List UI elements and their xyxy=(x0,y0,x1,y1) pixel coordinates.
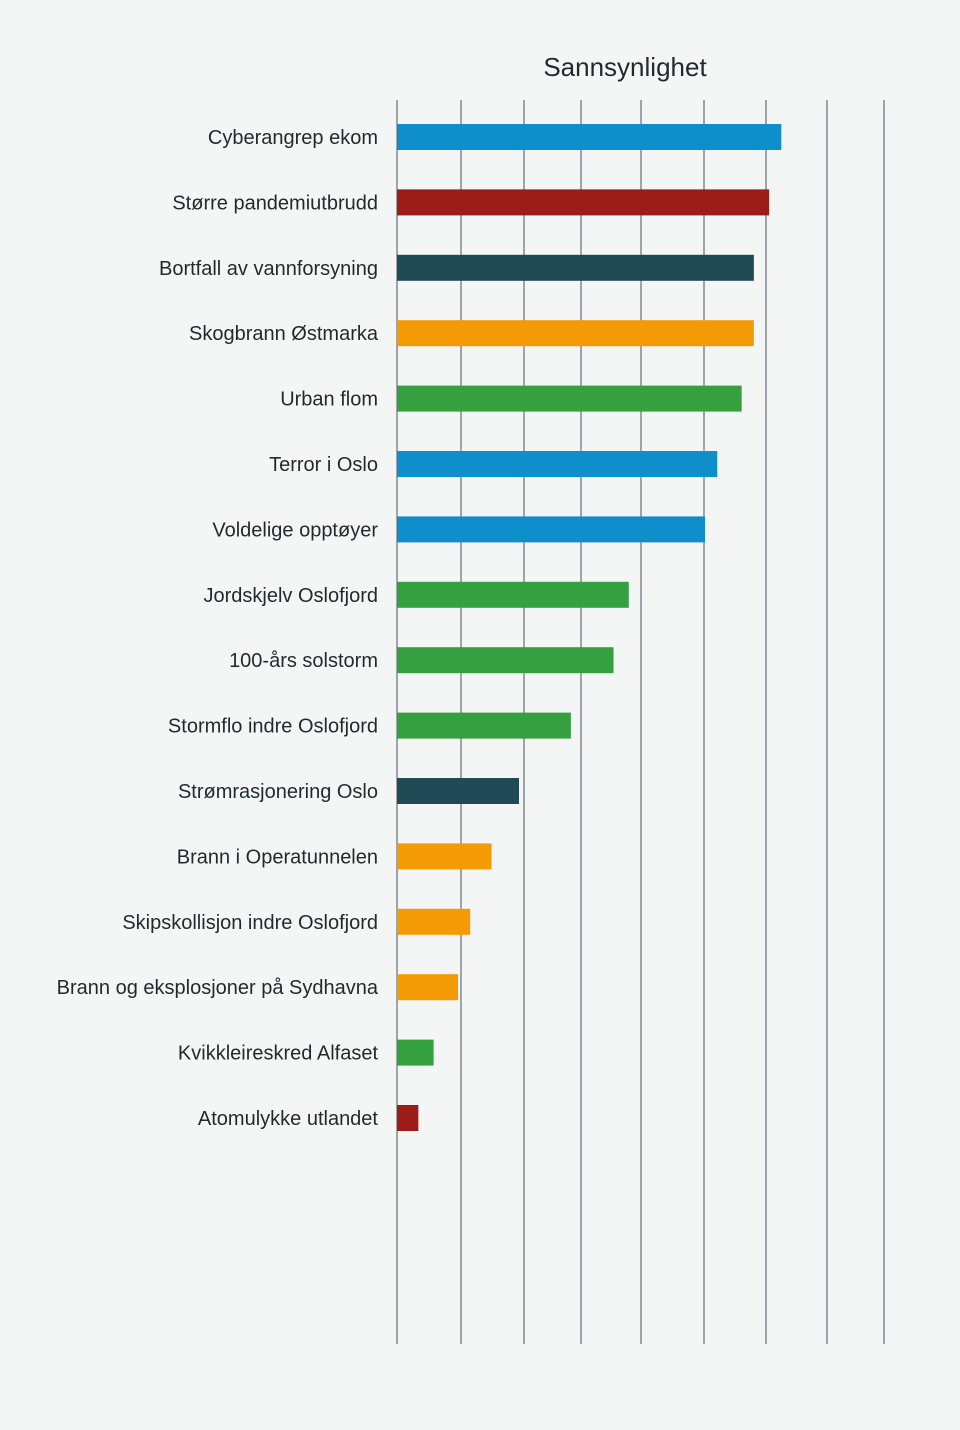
bar-15 xyxy=(397,1105,419,1131)
category-label-12: Skipskollisjon indre Oslofjord xyxy=(122,912,378,934)
bar-4 xyxy=(397,385,742,412)
category-label-9: Stormflo indre Oslofjord xyxy=(168,716,378,738)
bar-3 xyxy=(397,320,754,347)
category-label-2: Bortfall av vannforsyning xyxy=(159,258,378,280)
bar-10 xyxy=(397,778,519,804)
bar-11 xyxy=(397,843,492,870)
category-label-0: Cyberangrep ekom xyxy=(208,127,378,149)
category-label-15: Atomulykke utlandet xyxy=(198,1108,379,1130)
category-labels: Cyberangrep ekom Større pandemiutbrudd Bor… xyxy=(57,127,379,1130)
category-label-14: Kvikkleireskred Alfaset xyxy=(178,1043,379,1065)
category-label-4: Urban flom xyxy=(280,389,378,411)
category-label-10: Strømrasjonering Oslo xyxy=(178,781,378,803)
chart-title: Sannsynlighet xyxy=(543,52,707,82)
bar-1 xyxy=(397,189,770,216)
bar-0 xyxy=(397,124,782,150)
bar-8 xyxy=(397,647,614,674)
grid-lines xyxy=(396,100,885,1344)
bar-5 xyxy=(397,451,718,477)
bar-6 xyxy=(397,516,706,543)
bar-9 xyxy=(397,712,571,739)
category-label-3: Skogbrann Østmarka xyxy=(189,323,379,345)
bar-13 xyxy=(397,974,458,1001)
category-label-1: Større pandemiutbrudd xyxy=(172,192,378,214)
category-label-11: Brann i Operatunnelen xyxy=(177,846,378,868)
bar-14 xyxy=(397,1039,434,1066)
bar-7 xyxy=(397,581,629,608)
category-label-13: Brann og eksplosjoner på Sydhavna xyxy=(57,977,379,999)
bar-2 xyxy=(397,254,754,281)
bar-12 xyxy=(397,908,471,935)
category-label-6: Voldelige opptøyer xyxy=(212,519,378,541)
category-label-8: 100-års solstorm xyxy=(229,650,378,672)
category-label-5: Terror i Oslo xyxy=(269,454,378,476)
category-label-7: Jordskjelv Oslofjord xyxy=(203,585,378,607)
bars xyxy=(397,124,782,1131)
